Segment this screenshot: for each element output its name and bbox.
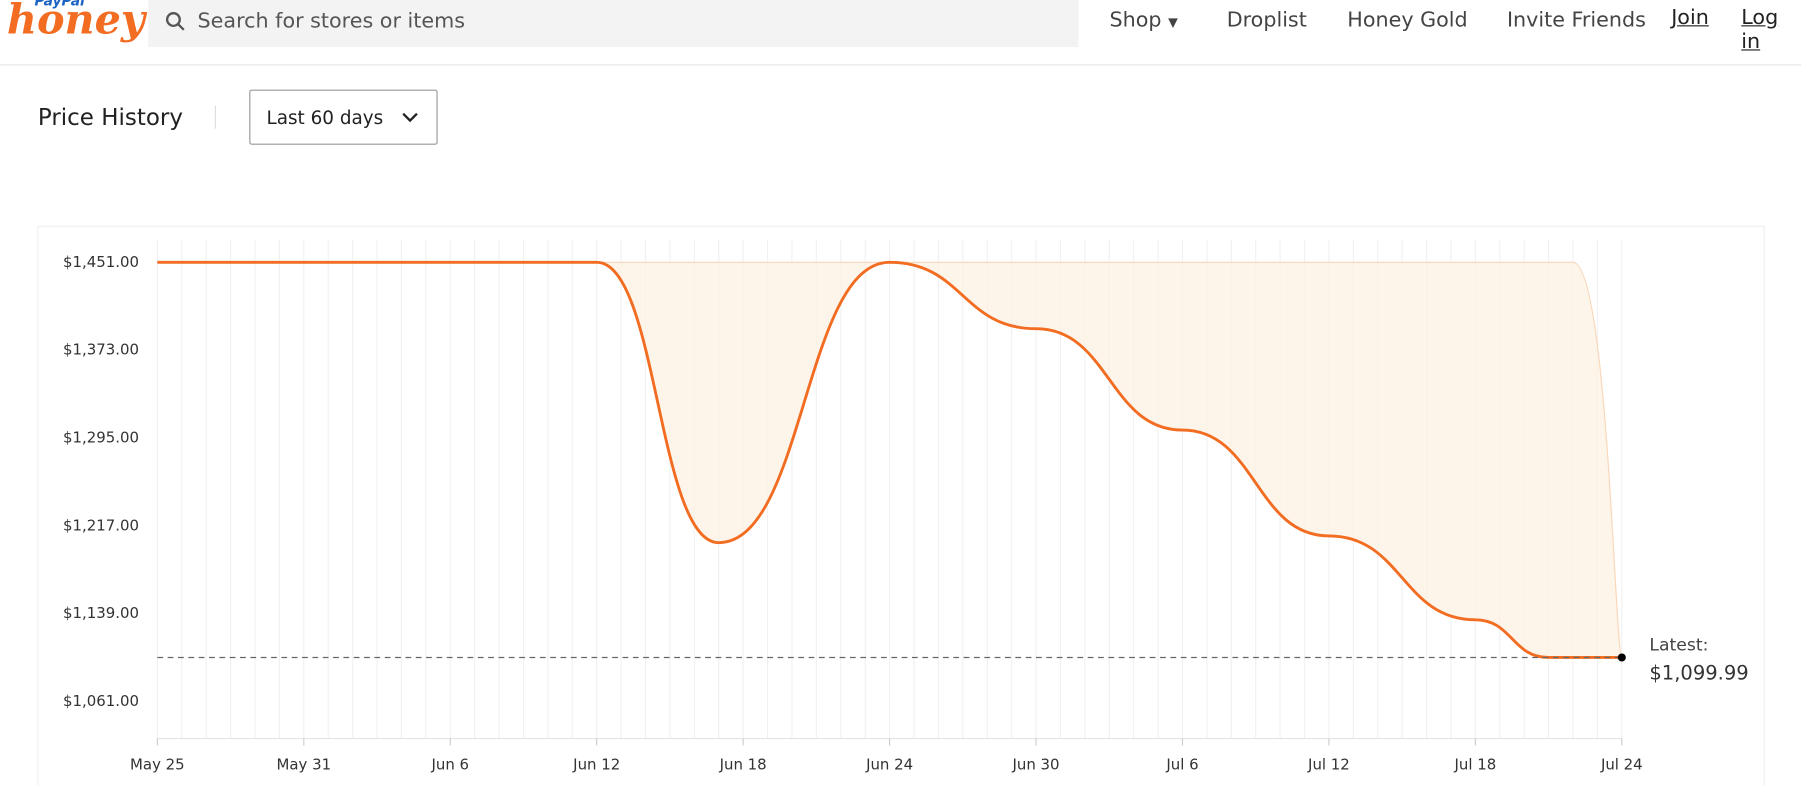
range-label: Last 60 days: [266, 106, 384, 129]
nav-shop[interactable]: Shop ▼: [1110, 8, 1178, 32]
y-tick-label: $1,451.00: [63, 253, 139, 271]
latest-dot: [1617, 653, 1626, 662]
latest-value: $1,099.99: [1649, 661, 1748, 684]
x-tick-label: Jun 24: [865, 756, 913, 774]
join-link[interactable]: Join: [1671, 5, 1709, 30]
caret: ▼: [1168, 14, 1178, 30]
divider: [214, 105, 216, 129]
x-tick-label: Jul 24: [1600, 756, 1643, 774]
section-title: Price History: [37, 103, 183, 131]
search-placeholder: Search for stores or items: [197, 9, 466, 34]
chevron: [402, 112, 418, 123]
search-box[interactable]: Search for stores or items: [148, 0, 1079, 48]
y-tick-label: $1,295.00: [63, 429, 139, 447]
chart-frame: [37, 225, 1765, 786]
y-tick-label: $1,373.00: [63, 341, 139, 359]
x-tick-label: May 31: [277, 756, 332, 774]
range-dropdown[interactable]: Last 60 days: [249, 89, 438, 145]
nav-link[interactable]: Honey Gold: [1347, 8, 1468, 33]
x-tick-label: Jun 12: [572, 756, 620, 774]
x-tick-label: Jul 18: [1454, 756, 1497, 774]
price-line: [157, 260, 1622, 659]
x-tick-label: Jul 12: [1307, 756, 1350, 774]
y-tick-label: $1,217.00: [63, 516, 139, 534]
latest-label: Latest:: [1649, 636, 1708, 656]
logo-paypal[interactable]: PayPal: [34, 0, 85, 10]
logo[interactable]: honey: [6, 0, 145, 44]
y-tick-label: $1,061.00: [63, 692, 139, 710]
y-tick-label: $1,139.00: [63, 604, 139, 622]
nav-link[interactable]: Invite Friends: [1506, 8, 1646, 33]
x-tick-label: May 25: [130, 756, 185, 774]
x-tick-label: Jul 6: [1165, 756, 1198, 774]
nav-link[interactable]: Droplist: [1226, 8, 1307, 33]
header: [0, 0, 1801, 66]
x-tick-label: Jun 18: [719, 756, 767, 774]
x-tick-label: Jun 30: [1012, 756, 1060, 774]
nav-label: Shop: [1109, 8, 1162, 33]
login-link[interactable]: Log in: [1741, 5, 1779, 54]
x-tick-label: Jun 6: [430, 756, 469, 774]
search-icon: [165, 12, 185, 31]
